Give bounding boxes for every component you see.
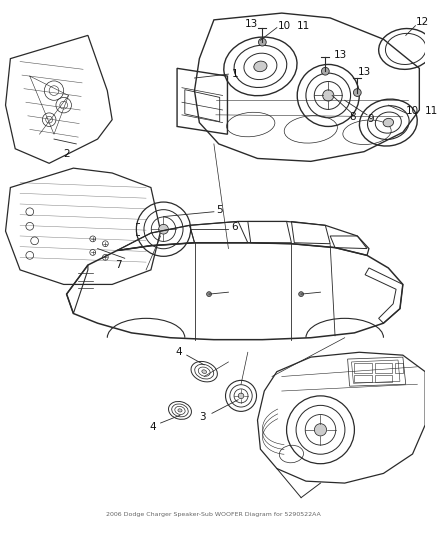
Text: 12: 12	[416, 17, 429, 27]
Text: 2: 2	[64, 149, 71, 159]
Text: 13: 13	[245, 19, 258, 29]
Text: 7: 7	[115, 260, 122, 270]
Circle shape	[207, 292, 212, 296]
Ellipse shape	[254, 61, 267, 71]
Circle shape	[323, 90, 334, 101]
Circle shape	[258, 38, 266, 46]
Text: 4: 4	[149, 422, 155, 432]
Circle shape	[159, 224, 168, 234]
Text: 6: 6	[231, 222, 238, 232]
Text: 2006 Dodge Charger Speaker-Sub WOOFER Diagram for 5290522AA: 2006 Dodge Charger Speaker-Sub WOOFER Di…	[106, 512, 320, 517]
Circle shape	[314, 424, 327, 436]
Circle shape	[321, 67, 329, 75]
Ellipse shape	[202, 370, 207, 374]
Text: 10: 10	[278, 21, 291, 31]
Text: 1: 1	[231, 69, 238, 79]
Text: 11: 11	[425, 106, 438, 116]
Text: 11: 11	[297, 21, 311, 31]
Circle shape	[299, 292, 304, 296]
Text: 9: 9	[367, 114, 374, 124]
Text: 4: 4	[175, 348, 182, 357]
Text: 5: 5	[216, 205, 223, 215]
Text: 13: 13	[357, 67, 371, 77]
Ellipse shape	[178, 409, 182, 412]
Ellipse shape	[383, 118, 393, 127]
Text: 8: 8	[350, 112, 356, 122]
Text: 3: 3	[199, 412, 206, 422]
Circle shape	[353, 88, 361, 96]
Circle shape	[238, 393, 244, 399]
Text: 13: 13	[334, 50, 347, 60]
Text: 10: 10	[406, 106, 419, 116]
